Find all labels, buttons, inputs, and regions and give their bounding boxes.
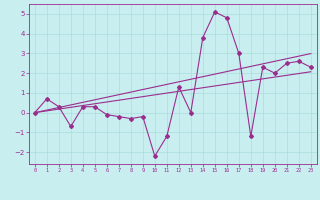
Text: Windchill (Refroidissement éolien,°C): Windchill (Refroidissement éolien,°C) xyxy=(75,187,245,196)
